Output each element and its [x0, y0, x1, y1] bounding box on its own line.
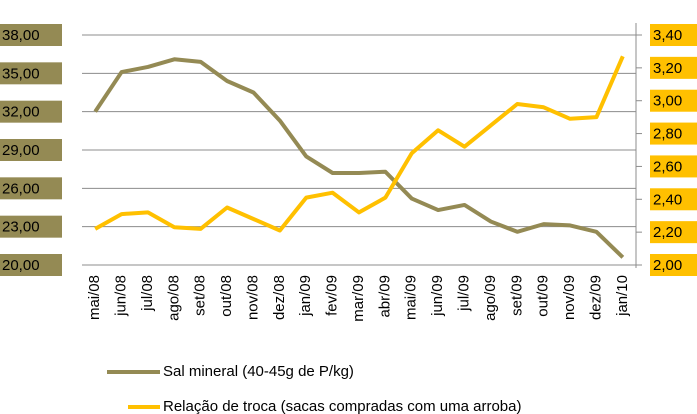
- y-tick-label-bg: [0, 100, 62, 123]
- y-tick-label: 26,00: [2, 180, 40, 197]
- y2-tick-label-bg: [650, 24, 697, 46]
- x-tick-label: jun/09: [429, 275, 446, 317]
- series-line: [94, 55, 625, 233]
- y2-tick-label-bg: [650, 122, 697, 145]
- x-tick-label: dez/08: [271, 275, 288, 320]
- x-tick-label: jan/10: [614, 275, 631, 317]
- y-tick-label: 35,00: [2, 65, 40, 82]
- x-tick-label: nov/09: [561, 275, 578, 320]
- y2-tick-label: 2,40: [653, 191, 682, 208]
- x-tick-label: mai/09: [403, 275, 420, 320]
- y-tick-label: 29,00: [2, 142, 40, 159]
- x-tick-label: jul/09: [455, 275, 472, 312]
- x-tick-label: dez/09: [587, 275, 604, 320]
- y2-tick-label: 2,80: [653, 126, 682, 143]
- x-tick-label: jul/08: [139, 275, 156, 312]
- y2-tick-label: 2,20: [653, 224, 682, 241]
- y2-tick-label-bg: [650, 56, 697, 79]
- x-tick-label: nov/08: [244, 275, 261, 320]
- y2-tick-label-bg: [650, 188, 697, 211]
- y2-tick-label-bg: [650, 221, 697, 244]
- x-tick-label: set/09: [508, 275, 525, 316]
- x-tick-label: abr/09: [376, 275, 393, 318]
- y2-tick-label: 3,40: [653, 27, 682, 44]
- y-tick-label: 20,00: [2, 257, 40, 274]
- y-tick-label-bg: [0, 62, 62, 85]
- x-tick-label: jan/09: [297, 275, 314, 317]
- x-tick-label: ago/09: [482, 275, 499, 321]
- y-tick-label: 32,00: [2, 104, 40, 121]
- y-tick-label-bg: [0, 24, 62, 46]
- x-tick-label: set/08: [192, 275, 209, 316]
- x-tick-label: ago/08: [165, 275, 182, 321]
- legend-label: Relação de troca (sacas compradas com um…: [163, 398, 522, 414]
- y2-tick-label-bg: [650, 89, 697, 112]
- x-tick-label: mar/09: [350, 275, 367, 322]
- y2-tick-label-bg: [650, 155, 697, 178]
- y-tick-label-bg: [0, 215, 62, 238]
- y2-tick-label: 2,00: [653, 257, 682, 274]
- y-tick-label-bg: [0, 177, 62, 200]
- y2-tick-label: 3,20: [653, 60, 682, 77]
- x-tick-label: out/08: [218, 275, 235, 317]
- legend-label: Sal mineral (40-45g de P/kg): [163, 363, 354, 380]
- y-tick-label-bg: [0, 139, 62, 161]
- y-tick-label: 23,00: [2, 219, 40, 236]
- x-tick-label: mai/08: [86, 275, 103, 320]
- series-line: [93, 57, 625, 259]
- x-tick-label: fev/09: [324, 275, 341, 316]
- y2-tick-label: 2,60: [653, 158, 682, 175]
- y2-tick-label-bg: [650, 254, 697, 276]
- x-tick-label: jun/08: [113, 275, 130, 317]
- y2-tick-label: 3,00: [653, 93, 682, 110]
- y-tick-label-bg: [0, 254, 62, 276]
- x-tick-label: out/09: [535, 275, 552, 317]
- y-tick-label: 38,00: [2, 27, 40, 44]
